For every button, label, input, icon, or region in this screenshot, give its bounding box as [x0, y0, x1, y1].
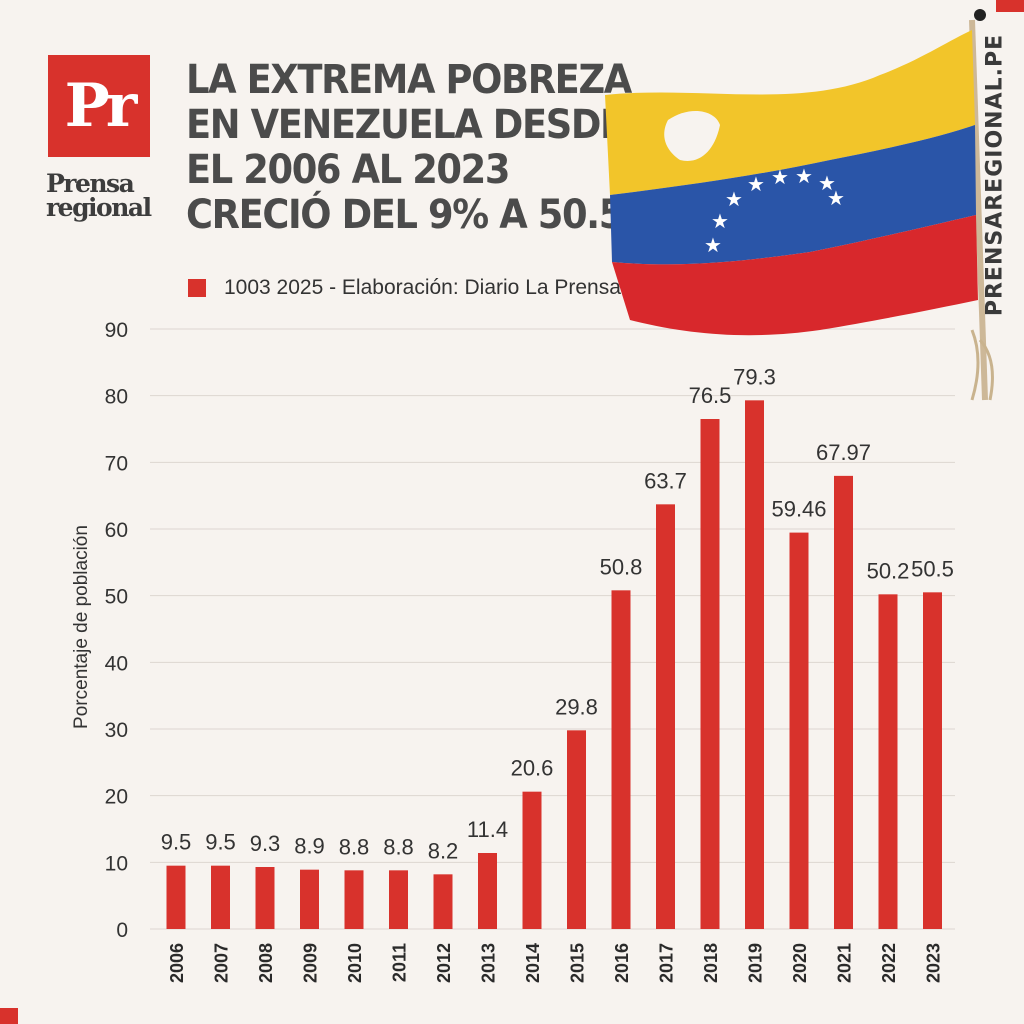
bar	[611, 590, 631, 929]
bar-value-label: 63.7	[644, 468, 687, 493]
bar-value-label: 8.9	[294, 834, 325, 859]
bar	[522, 791, 542, 929]
svg-text:★: ★	[771, 165, 789, 189]
bar	[478, 853, 497, 929]
bar	[211, 865, 230, 929]
x-tick-label: 2006	[167, 943, 187, 983]
x-tick-label: 2010	[345, 943, 365, 983]
bar	[567, 730, 586, 929]
x-tick-label: 2015	[568, 943, 588, 983]
bar-value-label: 8.2	[428, 838, 459, 863]
x-tick-label: 2018	[701, 943, 721, 983]
bar	[923, 592, 942, 929]
headline-line: LA EXTREMA POBREZA	[186, 57, 632, 103]
logo-mark: Pr	[48, 55, 150, 157]
corner-accent-top	[996, 0, 1024, 12]
bar	[700, 419, 720, 929]
x-tick-label: 2021	[835, 943, 855, 983]
x-tick-label: 2007	[212, 943, 232, 983]
bar	[878, 594, 898, 929]
bar-value-label: 8.8	[383, 834, 414, 859]
y-tick-label: 90	[105, 319, 128, 342]
bar	[433, 874, 453, 929]
bar-value-label: 11.4	[467, 817, 508, 842]
y-tick-label: 40	[105, 652, 128, 675]
headline: LA EXTREMA POBREZA EN VENEZUELA DESDE EL…	[186, 57, 660, 238]
svg-text:★: ★	[818, 171, 836, 195]
bar	[166, 865, 186, 929]
x-tick-label: 2011	[390, 943, 410, 982]
x-tick-label: 2012	[434, 943, 454, 983]
bar-value-label: 76.5	[689, 383, 732, 408]
svg-text:★: ★	[704, 233, 722, 257]
headline-line: CRECIÓ DEL 9% A 50.5%	[186, 192, 660, 238]
bar	[300, 869, 319, 929]
headline-line: EL 2006 AL 2023	[186, 147, 510, 193]
bar	[344, 870, 364, 929]
bar-value-label: 9.3	[250, 831, 281, 856]
x-tick-label: 2013	[479, 943, 499, 983]
x-tick-label: 2008	[256, 943, 276, 983]
x-tick-label: 2014	[523, 943, 543, 983]
svg-text:★: ★	[725, 187, 743, 211]
y-tick-label: 10	[105, 852, 128, 875]
bar-value-label: 29.8	[555, 694, 598, 719]
bar	[834, 475, 853, 929]
bar-value-label: 79.3	[733, 364, 776, 389]
x-tick-label: 2009	[301, 943, 321, 983]
bar-value-label: 67.97	[816, 440, 871, 465]
y-tick-label: 80	[105, 386, 128, 409]
x-tick-label: 2016	[612, 943, 632, 983]
corner-accent-bottom	[0, 1008, 18, 1024]
bar-value-label: 20.6	[511, 756, 554, 781]
y-tick-label: 20	[105, 786, 128, 809]
svg-text:★: ★	[795, 164, 813, 188]
svg-text:★: ★	[827, 186, 845, 210]
bar	[656, 504, 675, 929]
x-tick-label: 2022	[879, 943, 899, 983]
logo-wordmark: Prensa regional	[46, 169, 152, 222]
y-tick-label: 60	[105, 519, 128, 542]
y-tick-label: 0	[116, 919, 128, 942]
x-tick-label: 2020	[790, 943, 810, 983]
legend-label: 1003 2025 - Elaboración: Diario La Prens…	[224, 276, 621, 299]
bar	[745, 400, 764, 929]
chart-legend: 1003 2025 - Elaboración: Diario La Prens…	[188, 276, 621, 300]
y-tick-label: 50	[105, 586, 128, 609]
svg-text:★: ★	[747, 172, 765, 196]
y-tick-label: 70	[105, 452, 128, 475]
bar	[389, 870, 408, 929]
bar-value-label: 50.5	[911, 556, 954, 581]
bar-value-label: 50.2	[867, 558, 910, 583]
x-tick-label: 2019	[746, 943, 766, 983]
bar-value-label: 9.5	[205, 830, 236, 855]
watermark: PRENSAREGIONAL.PE	[982, 33, 1008, 317]
bar	[789, 532, 809, 929]
bar-value-label: 9.5	[161, 830, 192, 855]
x-tick-label: 2023	[924, 943, 944, 983]
svg-text:★: ★	[711, 209, 729, 233]
bar-value-label: 50.8	[600, 554, 643, 579]
y-tick-label: 30	[105, 719, 128, 742]
legend-swatch	[188, 279, 206, 297]
bar-value-label: 59.46	[771, 497, 826, 522]
bar	[255, 867, 275, 929]
bar-value-label: 8.8	[339, 834, 370, 859]
x-tick-label: 2017	[657, 943, 677, 983]
headline-line: EN VENEZUELA DESDE	[186, 102, 625, 148]
